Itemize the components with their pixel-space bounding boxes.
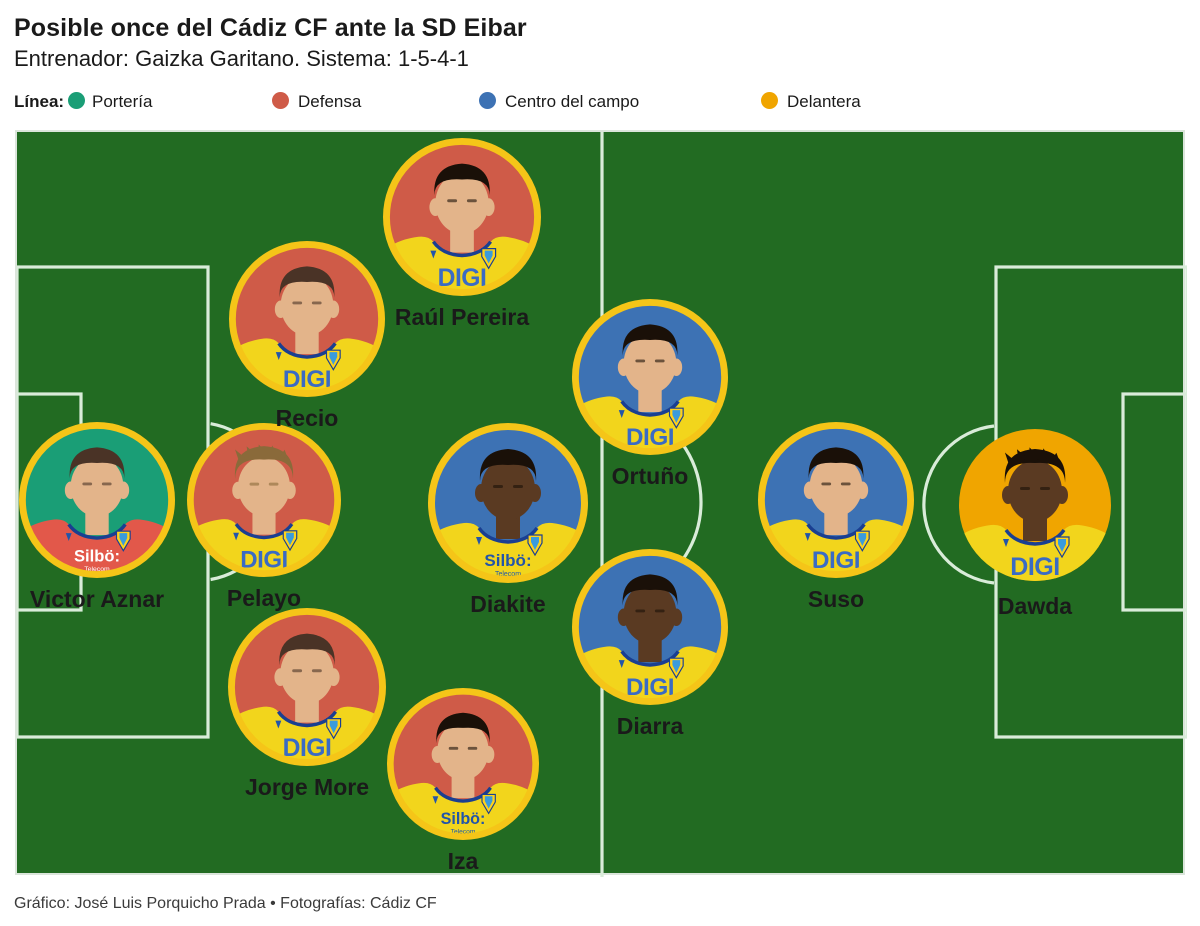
svg-text:DIGI: DIGI	[1010, 553, 1059, 581]
svg-text:Silbö:: Silbö:	[441, 810, 486, 828]
svg-text:Silbö:: Silbö:	[484, 551, 531, 570]
svg-text:Silbö:: Silbö:	[74, 546, 120, 565]
